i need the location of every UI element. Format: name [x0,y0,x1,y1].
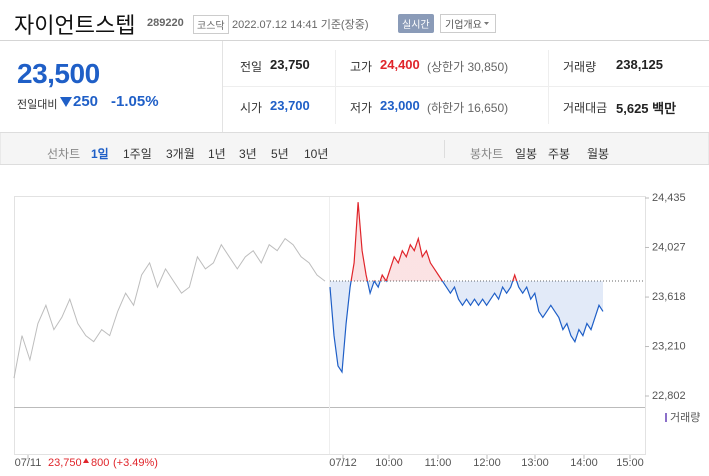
x-tick-label: 10:00 [375,457,403,469]
candle-tab[interactable]: 월봉 [587,147,610,161]
candle-tab[interactable]: 주봉 [548,147,571,161]
up-arrow [83,458,89,463]
timestamp: 2022.07.12 14:41 기준(장중) [232,19,369,31]
y-tick-label: 24,435 [652,192,686,204]
down-arrow [60,97,72,107]
stat-label: 전일 [240,60,263,74]
stat-label: 고가 [350,60,373,74]
stat-label: 거래대금 [563,101,608,115]
change-percent: -1.05% [111,93,159,110]
stat-value: 24,400 [380,57,420,72]
plot-frame [14,196,646,455]
prev-close: 23,750 [48,457,82,469]
period-tab[interactable]: 5년 [271,147,289,161]
prev-change: 800 [91,457,109,469]
period-tab[interactable]: 1년 [208,147,226,161]
stat-label: 저가 [350,101,373,115]
realtime-button[interactable]: 실시간 [398,14,434,33]
prev-change-pct: (+3.49%) [113,457,158,469]
company-button[interactable]: 기업개요 [440,14,496,33]
price-line [13,237,326,379]
y-tick-label: 23,210 [652,340,686,352]
tab-bar [0,132,709,165]
change-value: 250 [73,93,99,110]
stock-name: 자이언트스텝 [14,13,136,38]
candle-tab[interactable]: 일봉 [515,147,538,161]
stat-note: (하한가 16,650) [427,101,509,115]
price-area [330,202,603,372]
period-tab[interactable]: 3개월 [166,147,195,161]
company-button-label: 기업개요 [445,20,482,31]
market-badge: 코스닥 [193,15,229,34]
x-tick-label: 14:00 [570,457,598,469]
period-tab[interactable]: 3년 [239,147,257,161]
stock-code: 289220 [147,17,184,29]
y-tick-label: 23,618 [652,291,686,303]
stat-label: 거래량 [563,60,597,74]
y-tick-label: 24,027 [652,241,686,253]
period-tab[interactable]: 1주일 [123,147,152,161]
period-tab[interactable]: 1일 [91,147,109,161]
y-tick-label: 22,802 [652,390,686,402]
stat-value: 238,125 [616,57,663,72]
dropdown-icon [483,22,489,25]
stat-value: 23,000 [380,98,420,113]
stat-label: 시가 [240,101,263,115]
stat-value: 23,750 [270,57,310,72]
stat-value: 23,700 [270,98,310,113]
x-tick-label: 13:00 [521,457,549,469]
volume-label: 거래량 [670,411,700,424]
current-price: 23,500 [17,58,100,89]
x-tick-label: 07/11 [15,457,42,469]
x-tick-label: 15:00 [616,457,644,469]
volume-legend-swatch [665,413,667,422]
x-tick-label: 07/12 [329,457,357,469]
tab-group-label: 봉차트 [470,147,504,161]
tab-group-label: 선차트 [47,147,81,161]
period-tab[interactable]: 10년 [304,147,329,161]
stat-note: (상한가 30,850) [427,60,509,74]
x-tick-label: 12:00 [473,457,501,469]
stat-value: 5,625 백만 [616,101,677,116]
x-tick-label: 11:00 [425,457,452,469]
change-label: 전일대비 [17,99,58,111]
price-line [329,202,604,374]
